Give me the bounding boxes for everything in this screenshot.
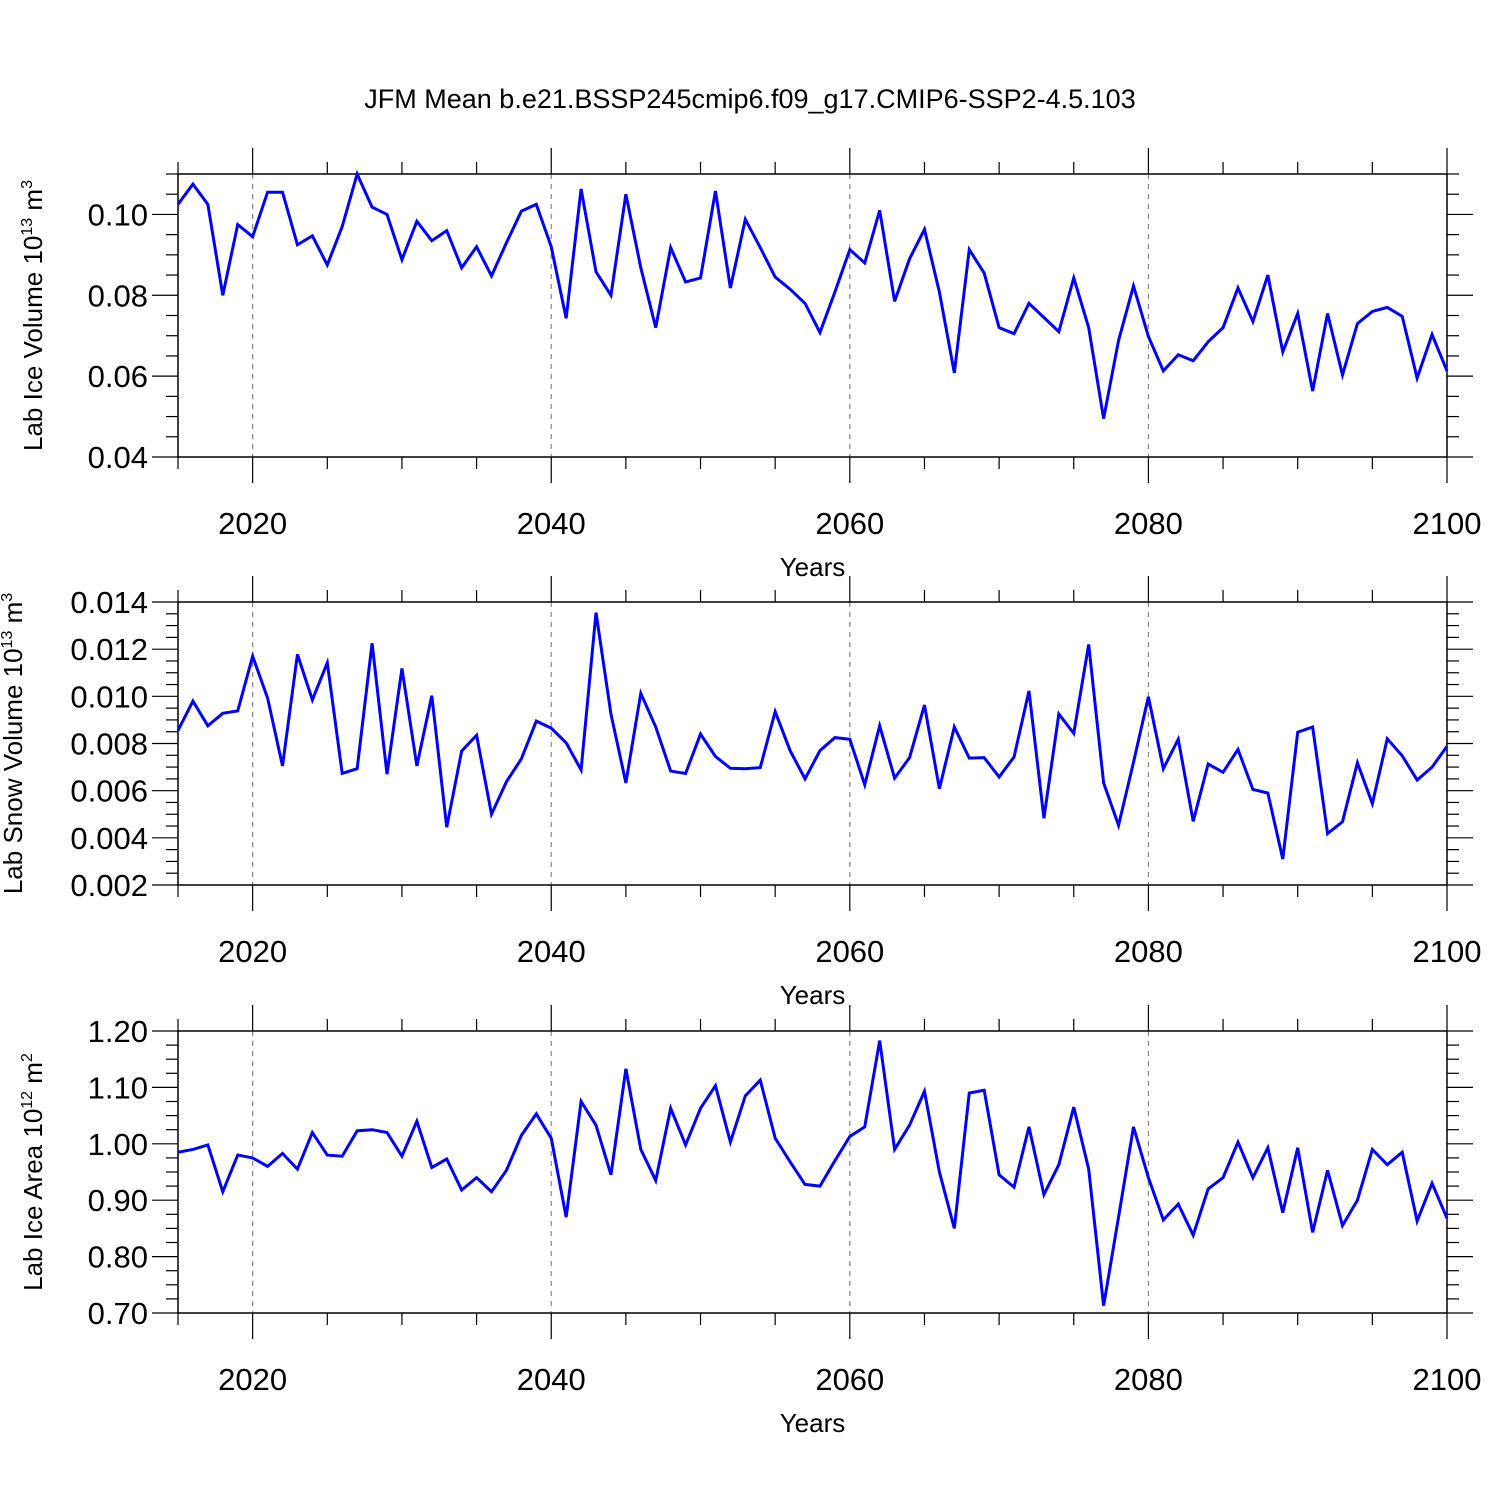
x-tick-label: 2100 xyxy=(1413,1362,1482,1397)
y-tick-label: 0.80 xyxy=(88,1240,148,1275)
y-tick-label: 0.10 xyxy=(88,197,148,232)
panel-ice-volume: 0.04 0.06 0.08 0.10 2020 2040 2060 2080 2100 Year… xyxy=(18,148,1481,582)
x-tick-label: 2060 xyxy=(815,1362,884,1397)
x-tick-label: 2080 xyxy=(1114,1362,1183,1397)
x-tick-label: 2040 xyxy=(517,934,586,969)
x-tick-label: 2040 xyxy=(517,1362,586,1397)
y-tick-label: 0.70 xyxy=(88,1296,148,1331)
x-tick-label: 2020 xyxy=(218,506,287,541)
series-line-ice-volume xyxy=(176,169,1449,419)
x-tick-label: 2080 xyxy=(1114,934,1183,969)
y-axis-title: Lab Snow Volume 1013 m3 xyxy=(0,593,28,894)
panel-snow-volume: 0.002 0.004 0.006 0.008 0.010 0.012 0.014 2020 2… xyxy=(0,576,1481,1010)
x-axis-title: Years xyxy=(780,552,846,582)
x-tick-label: 2100 xyxy=(1413,934,1482,969)
x-tick-label: 2020 xyxy=(218,934,287,969)
y-tick-label: 0.010 xyxy=(70,679,148,714)
x-axis-title: Years xyxy=(780,1408,846,1438)
x-axis-title: Years xyxy=(780,980,846,1010)
y-tick-label: 0.90 xyxy=(88,1183,148,1218)
x-tick-label: 2020 xyxy=(218,1362,287,1397)
y-axis-title: Lab Ice Volume 1013 m3 xyxy=(18,180,48,451)
chart-title: JFM Mean b.e21.BSSP245cmip6.f09_g17.CMIP… xyxy=(364,84,1136,114)
y-tick-label: 1.10 xyxy=(88,1070,148,1105)
y-tick-label: 0.008 xyxy=(70,727,148,762)
plot-frame xyxy=(177,601,1448,886)
x-tick-label: 2080 xyxy=(1114,506,1183,541)
x-tick-label: 2060 xyxy=(815,934,884,969)
y-tick-label: 1.00 xyxy=(88,1127,148,1162)
y-tick-label: 0.006 xyxy=(70,774,148,809)
y-tick-label: 0.08 xyxy=(88,278,148,313)
y-tick-label: 0.04 xyxy=(88,440,148,475)
x-tick-label: 2100 xyxy=(1413,506,1482,541)
y-tick-label: 1.20 xyxy=(88,1014,148,1049)
y-axis-title: Lab Ice Area 1012 m2 xyxy=(18,1053,48,1291)
x-tick-label: 2060 xyxy=(815,506,884,541)
y-tick-label: 0.06 xyxy=(88,359,148,394)
x-tick-label: 2040 xyxy=(517,506,586,541)
series-line-ice-area xyxy=(177,1040,1449,1306)
y-tick-label: 0.002 xyxy=(70,868,148,903)
y-tick-label: 0.004 xyxy=(70,821,148,856)
series-line-snow-volume xyxy=(176,612,1449,860)
y-tick-label: 0.014 xyxy=(70,585,148,620)
panel-ice-area: 0.70 0.80 0.90 1.00 1.10 1.20 2020 2040 2060 2080… xyxy=(18,1005,1481,1438)
y-tick-label: 0.012 xyxy=(70,632,148,667)
